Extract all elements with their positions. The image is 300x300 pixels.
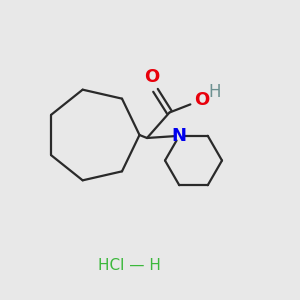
Text: O: O xyxy=(194,91,209,109)
Text: HCl — H: HCl — H xyxy=(98,258,160,273)
Text: N: N xyxy=(172,127,187,145)
Text: O: O xyxy=(144,68,159,85)
Text: H: H xyxy=(208,82,221,100)
